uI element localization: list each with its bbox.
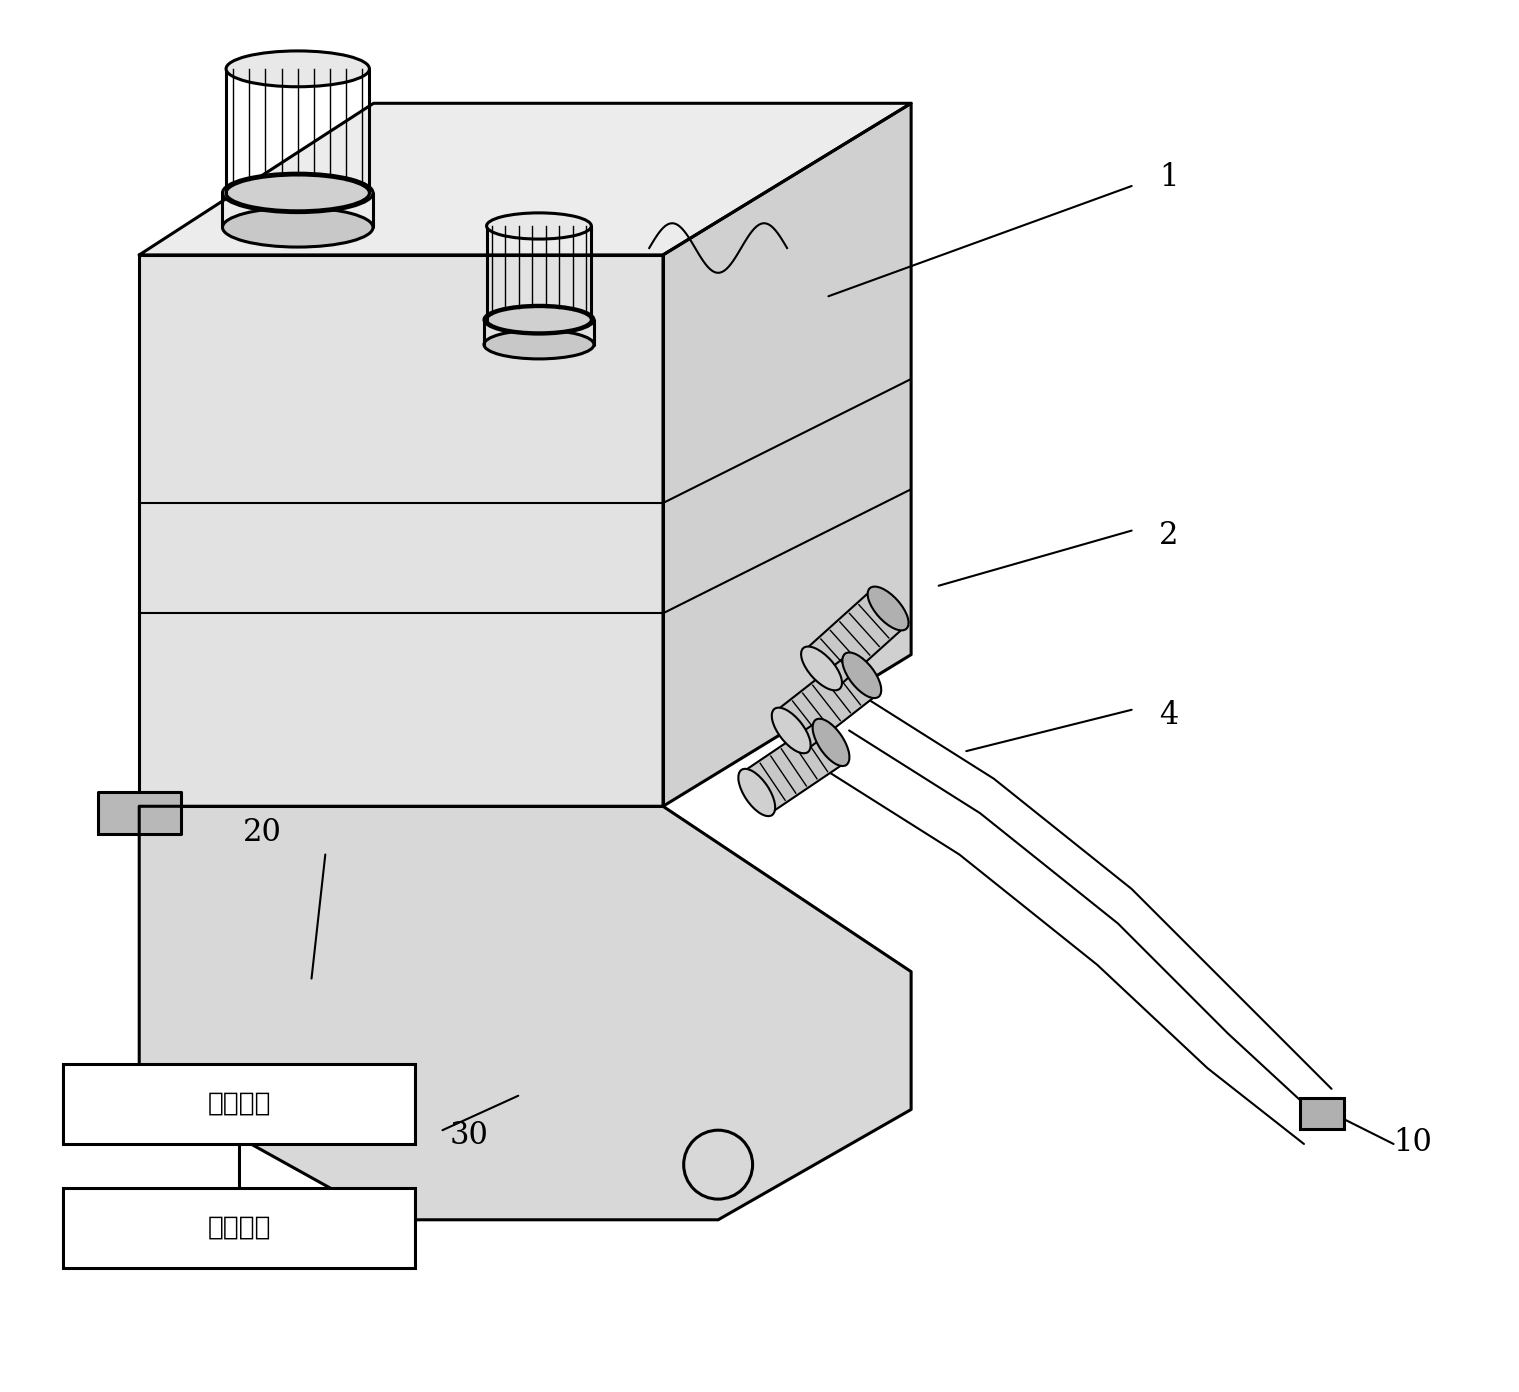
Ellipse shape xyxy=(485,305,594,334)
Bar xyxy=(64,1189,415,1268)
Ellipse shape xyxy=(813,718,849,766)
Ellipse shape xyxy=(485,330,594,359)
Text: 2: 2 xyxy=(1159,521,1179,551)
Text: 4: 4 xyxy=(1159,700,1179,731)
Bar xyxy=(1300,1098,1344,1129)
Bar xyxy=(64,1063,415,1144)
Ellipse shape xyxy=(738,768,775,816)
Polygon shape xyxy=(140,806,911,1219)
Polygon shape xyxy=(805,590,905,686)
Ellipse shape xyxy=(226,52,369,86)
Ellipse shape xyxy=(222,207,374,246)
Polygon shape xyxy=(662,103,911,806)
Ellipse shape xyxy=(486,306,591,333)
Polygon shape xyxy=(97,792,181,834)
Text: 判定电路: 判定电路 xyxy=(208,1215,270,1242)
Ellipse shape xyxy=(772,707,811,753)
Polygon shape xyxy=(776,656,876,750)
Polygon shape xyxy=(140,103,911,255)
Ellipse shape xyxy=(801,646,842,690)
Text: 检测电路: 检测电路 xyxy=(208,1091,270,1116)
Polygon shape xyxy=(743,722,845,813)
Ellipse shape xyxy=(486,213,591,239)
Text: 30: 30 xyxy=(450,1121,488,1151)
Circle shape xyxy=(684,1130,752,1199)
Ellipse shape xyxy=(843,653,881,699)
Text: 1: 1 xyxy=(1159,161,1179,193)
Text: 20: 20 xyxy=(243,817,281,848)
Polygon shape xyxy=(140,255,662,806)
Ellipse shape xyxy=(867,586,908,631)
Text: 10: 10 xyxy=(1393,1128,1432,1158)
Ellipse shape xyxy=(226,175,369,210)
Ellipse shape xyxy=(222,173,374,213)
